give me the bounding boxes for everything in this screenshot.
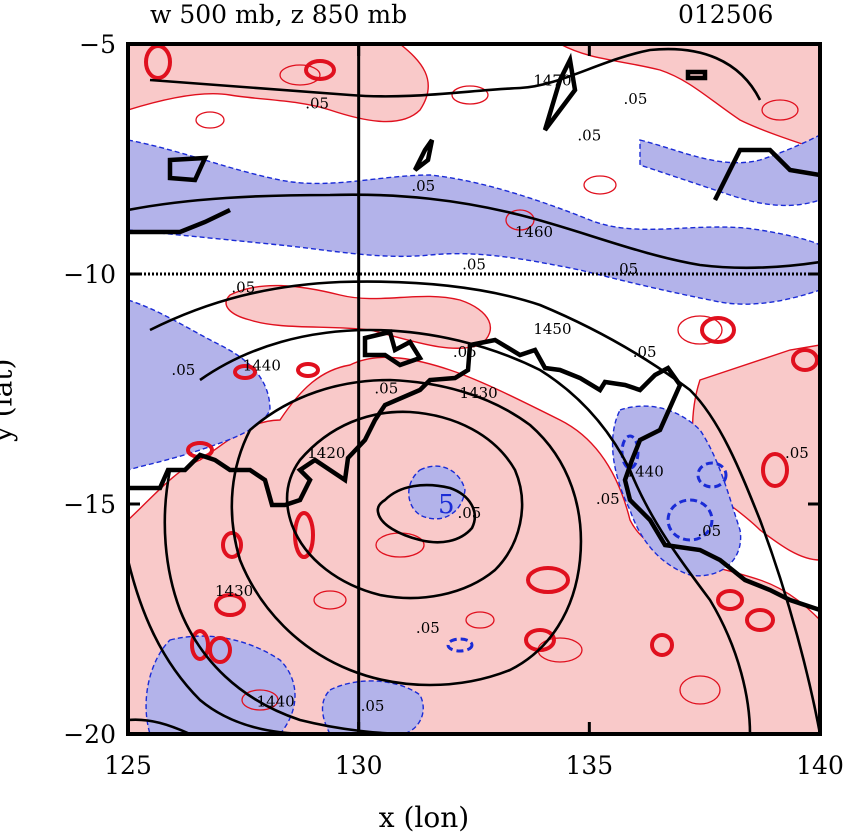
height-contour-label: 1430 — [460, 384, 498, 402]
x-axis-label: x (lon) — [378, 801, 470, 834]
height-contour-west — [128, 718, 191, 734]
negative-contour-label: 5 — [438, 490, 455, 520]
height-contour-label: 1450 — [533, 320, 571, 338]
height-contour-label: 1420 — [307, 444, 345, 462]
boundary-contour-northeast — [712, 147, 820, 202]
y-axis-ticks: −5 −10 −15 −20 — [63, 30, 820, 749]
x-tick-label: 125 — [104, 751, 152, 780]
height-contour-1460 — [128, 193, 820, 270]
x-tick-label: 130 — [335, 751, 383, 780]
x-tick-label: 135 — [565, 751, 613, 780]
height-contour-label: 1470 — [533, 71, 571, 89]
x-axis-ticks: 125 130 135 140 — [104, 44, 844, 780]
plot-frame — [126, 42, 822, 736]
w-contour-label: .05 — [305, 94, 329, 112]
negative-region-center — [408, 465, 466, 520]
height-contour-1470 — [149, 47, 762, 101]
w-contour-label: .05 — [453, 343, 477, 361]
boundary-contour-box-1 — [167, 155, 209, 183]
height-contour-1430 — [230, 378, 583, 687]
w-contour-label: .05 — [596, 490, 620, 508]
negative-region-south — [321, 680, 424, 734]
height-contour-label: 1460 — [515, 223, 553, 241]
w-contour-label: .05 — [462, 255, 486, 273]
w-contour-label: .05 — [411, 177, 435, 195]
y-tick-label: −5 — [79, 30, 116, 59]
w-contour-label: .05 — [457, 504, 481, 522]
height-contour-1420 — [285, 410, 524, 600]
w-contour-label: .05 — [231, 278, 255, 296]
boundary-contour-diamond-2 — [412, 138, 435, 172]
w-contour-label: .05 — [624, 90, 648, 108]
boundary-contour-box-2 — [362, 329, 424, 368]
y-axis-label: y (lat) — [0, 358, 19, 442]
negative-strong-contours — [446, 434, 728, 653]
boundary-contour-box-3 — [685, 69, 708, 81]
w-contour-label: .05 — [416, 619, 440, 637]
height-contour-label: 1440 — [257, 692, 295, 710]
w-contour-label: .05 — [785, 444, 809, 462]
height-contour-1430-southwest — [163, 469, 411, 734]
height-contour-1440 — [199, 328, 752, 734]
positive-region-northeast — [559, 44, 820, 151]
contour-labels: 1470 1460 1450 1440 1430 1420 1430 1440 1440 .05.… — [171, 71, 808, 715]
chart-title-right: 012506 — [678, 0, 774, 29]
w-contour-label: .05 — [577, 127, 601, 145]
height-contour-1410 — [376, 483, 477, 544]
x-tick-label: 140 — [796, 751, 844, 780]
w-contour-label: .05 — [633, 343, 657, 361]
chart-title-left: w 500 mb, z 850 mb — [150, 0, 408, 29]
w-contour-label: .05 — [171, 361, 195, 379]
negative-region-west — [128, 299, 271, 471]
w-contour-label: .05 — [697, 522, 721, 540]
boundary-contours — [128, 52, 820, 613]
height-contour-label: 1440 — [626, 462, 664, 480]
field-layer: 1470 1460 1450 1440 1430 1420 1430 1440 1440 .05.… — [128, 44, 820, 734]
boundary-contour-north-west — [128, 207, 231, 235]
negative-fill-regions — [128, 134, 820, 734]
w-contour-label: .05 — [374, 380, 398, 398]
boundary-contour-diamond-1 — [542, 52, 578, 132]
y-tick-label: −20 — [63, 720, 116, 749]
positive-region-north — [128, 44, 429, 123]
height-contour-1440-southwest — [128, 559, 311, 734]
w-contour-label: .05 — [361, 697, 385, 715]
height-contour-label: 1430 — [215, 582, 253, 600]
height-contour-1450 — [149, 280, 820, 734]
y-tick-label: −10 — [63, 260, 116, 289]
height-contours — [128, 47, 820, 734]
y-tick-label: −15 — [63, 490, 116, 519]
height-contour-label: 1440 — [243, 357, 281, 375]
boundary-contour-main — [128, 337, 820, 613]
